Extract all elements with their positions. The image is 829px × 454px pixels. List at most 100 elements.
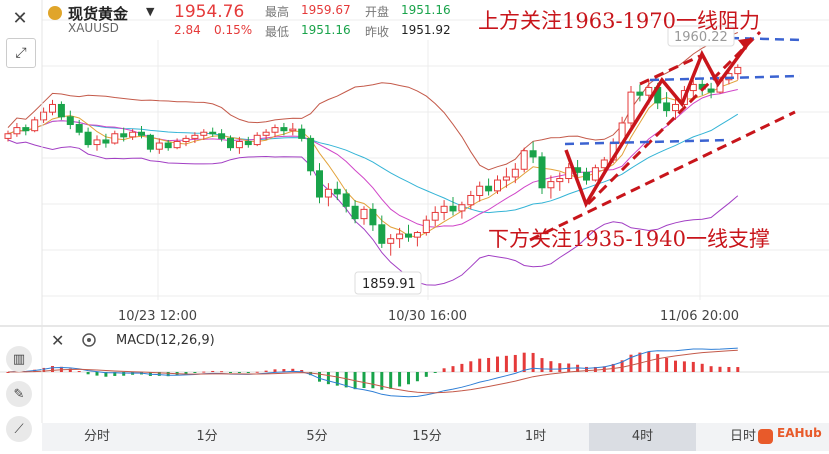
high-label: 最高 [265, 5, 290, 19]
support-channel-line [529, 110, 796, 242]
candle-body [262, 131, 270, 136]
tab-timeframe-4h[interactable]: 4时 [589, 423, 696, 451]
candle-body [4, 133, 12, 139]
macd-histogram-bar [674, 360, 677, 372]
candle-body [155, 142, 163, 150]
candle-body [342, 193, 350, 207]
macd-close-icon[interactable]: ✕ [51, 331, 64, 350]
tab-timeframe-5m[interactable]: 5分 [306, 429, 328, 444]
chevron-down-icon[interactable]: ▼ [146, 5, 155, 18]
macd-panel [0, 347, 829, 398]
macd-histogram-bar [300, 370, 304, 372]
x-tick-label: 11/06 20:00 [660, 309, 739, 324]
macd-histogram-bar [42, 367, 46, 372]
expand-icon[interactable]: ⤢ [6, 38, 36, 68]
macd-histogram-bar [211, 370, 215, 372]
candle-body [227, 137, 234, 149]
candle-body [316, 170, 323, 198]
macd-settings-icon-dot [87, 338, 91, 342]
candle-body [431, 211, 439, 221]
candle-body [591, 167, 599, 181]
candle-body [547, 181, 555, 189]
candle-body [307, 137, 315, 172]
macd-histogram-bar [558, 363, 562, 372]
tab-timeframe-1h[interactable]: 1时 [524, 429, 547, 444]
macd-histogram-bar [6, 372, 10, 373]
indicator-icon[interactable]: ▥ [6, 346, 32, 372]
macd-histogram-bar [442, 368, 446, 372]
high-marker-box [667, 25, 735, 47]
trend-icon[interactable]: ⟋ [6, 416, 32, 442]
candle-body [235, 140, 243, 149]
left-toolbar: ✕ ⤢ ▥ ✎ ⟋ [0, 0, 42, 454]
macd-histogram-bar [95, 372, 99, 376]
tab-timeframe-1m[interactable]: 1分 [196, 429, 218, 444]
instrument-title[interactable]: 现货黄金 [68, 5, 129, 23]
tab-timeframe-tick[interactable]: 分时 [83, 429, 110, 444]
candle-body [645, 86, 653, 96]
macd-histogram-bar [389, 372, 393, 389]
candle-body [422, 219, 430, 234]
candle-body [387, 238, 395, 244]
candle-body [458, 204, 466, 212]
candle-body [120, 133, 128, 138]
eahub-logo: EAHub [777, 426, 822, 440]
prev-close-value: 1951.92 [401, 23, 451, 37]
open-value: 1951.16 [401, 3, 451, 17]
candle-body [538, 156, 546, 189]
candle-body [565, 167, 573, 180]
high-marker-label: 1960.22 [674, 30, 728, 45]
macd-settings-icon[interactable] [82, 333, 96, 347]
macd-histogram-bar [415, 372, 419, 382]
candle-body [49, 103, 56, 113]
tab-timeframe-15m[interactable]: 15分 [412, 429, 442, 444]
candle-body [369, 208, 377, 226]
macd-histogram-bar [682, 361, 686, 372]
candle-body [289, 128, 297, 132]
macd-histogram-bar [184, 372, 188, 375]
draw-pen-icon[interactable]: ✎ [6, 381, 32, 407]
macd-histogram-bar [264, 370, 268, 372]
candle-body [138, 131, 145, 136]
macd-histogram-bar [593, 366, 597, 372]
candle-body [191, 134, 199, 139]
macd-histogram-bar [326, 372, 330, 385]
candle-body [146, 134, 154, 150]
candle-body [672, 103, 679, 112]
low-marker-box [354, 271, 422, 295]
price-change-pct: 0.15% [214, 23, 253, 37]
macd-histogram-bar [487, 357, 491, 372]
macd-histogram-bar [629, 354, 633, 372]
candle-body [129, 131, 137, 138]
macd-histogram-bar [504, 355, 508, 372]
candle-body [520, 150, 528, 170]
projection-arrow [564, 36, 754, 209]
close-icon[interactable]: ✕ [12, 7, 28, 29]
macd-histogram-bar [656, 354, 660, 372]
macd-dea-line [7, 349, 738, 394]
instrument-symbol: XAUUSD [68, 21, 119, 35]
upper-channel-line [586, 30, 762, 206]
grid [42, 19, 829, 300]
macd-histogram-bar [380, 372, 384, 390]
macd-histogram-bar [309, 372, 313, 376]
candle-body [102, 139, 110, 144]
macd-histogram-bar [540, 358, 544, 372]
macd-histogram-bar [157, 372, 161, 376]
boll-lower-line [7, 139, 739, 286]
macd-histogram-bar [496, 356, 499, 372]
macd-histogram-bar [398, 372, 402, 387]
candle-body [324, 188, 332, 198]
candle-body [218, 133, 226, 139]
candle-body [280, 127, 288, 132]
macd-histogram-bar [433, 372, 437, 373]
boll-upper-line [7, 32, 738, 171]
timeframe-bar: 分时 1分 5分 15分 1时 4时 日时 [42, 423, 829, 451]
macd-histogram-bar [51, 366, 54, 372]
macd-histogram-bar [522, 352, 526, 372]
candle-body [84, 131, 92, 146]
candle-body [66, 116, 74, 126]
macd-histogram-bar [531, 352, 535, 372]
tab-timeframe-day[interactable]: 日时 [729, 429, 756, 444]
